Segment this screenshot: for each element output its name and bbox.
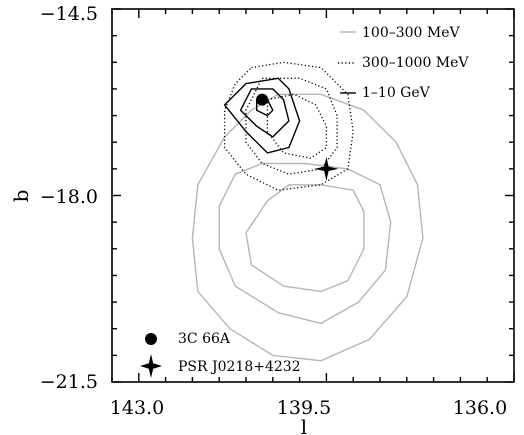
marker-3c-66a xyxy=(256,93,269,106)
x-tick-labels: 143.0 139.5 136.0 xyxy=(110,397,507,419)
y-tick-label-bottom: −21.5 xyxy=(40,371,98,393)
legend: 100–300 MeV 300–1000 MeV 1–10 GeV xyxy=(338,25,469,101)
contour-line xyxy=(191,93,424,362)
markers-layer xyxy=(256,93,339,181)
x-axis-label: l xyxy=(301,415,307,435)
marker-psr-j0218 xyxy=(314,156,339,181)
x-tick-label-middle: 139.5 xyxy=(277,397,331,419)
marker-key: 3C 66A PSR J0218+4232 xyxy=(140,331,301,378)
key-star-marker xyxy=(140,354,162,378)
contour-line xyxy=(218,162,392,325)
contours-layer xyxy=(191,61,424,362)
legend-label-1-10-gev: 1–10 GeV xyxy=(362,85,431,101)
y-tick-label-middle: −18.0 xyxy=(40,186,98,208)
series-0-contours xyxy=(191,93,424,362)
contour-line xyxy=(245,184,365,293)
key-circle-marker xyxy=(145,333,157,345)
y-axis-label: b xyxy=(9,190,33,203)
x-tick-label-left: 143.0 xyxy=(110,397,164,419)
key-label-psr-j0218: PSR J0218+4232 xyxy=(178,359,301,375)
legend-label-300-1000-mev: 300–1000 MeV xyxy=(362,55,469,71)
contour-line xyxy=(223,77,301,154)
contour-line xyxy=(245,77,338,175)
ticks-layer xyxy=(111,8,515,383)
y-tick-labels: −14.5 −18.0 −21.5 xyxy=(40,3,98,393)
series-2-contours xyxy=(223,77,301,154)
legend-label-100-300-mev: 100–300 MeV xyxy=(362,25,461,41)
x-tick-label-right: 136.0 xyxy=(453,397,507,419)
contour-line xyxy=(239,88,290,138)
key-label-3c-66a: 3C 66A xyxy=(178,331,231,347)
y-tick-label-top: −14.5 xyxy=(40,3,98,25)
